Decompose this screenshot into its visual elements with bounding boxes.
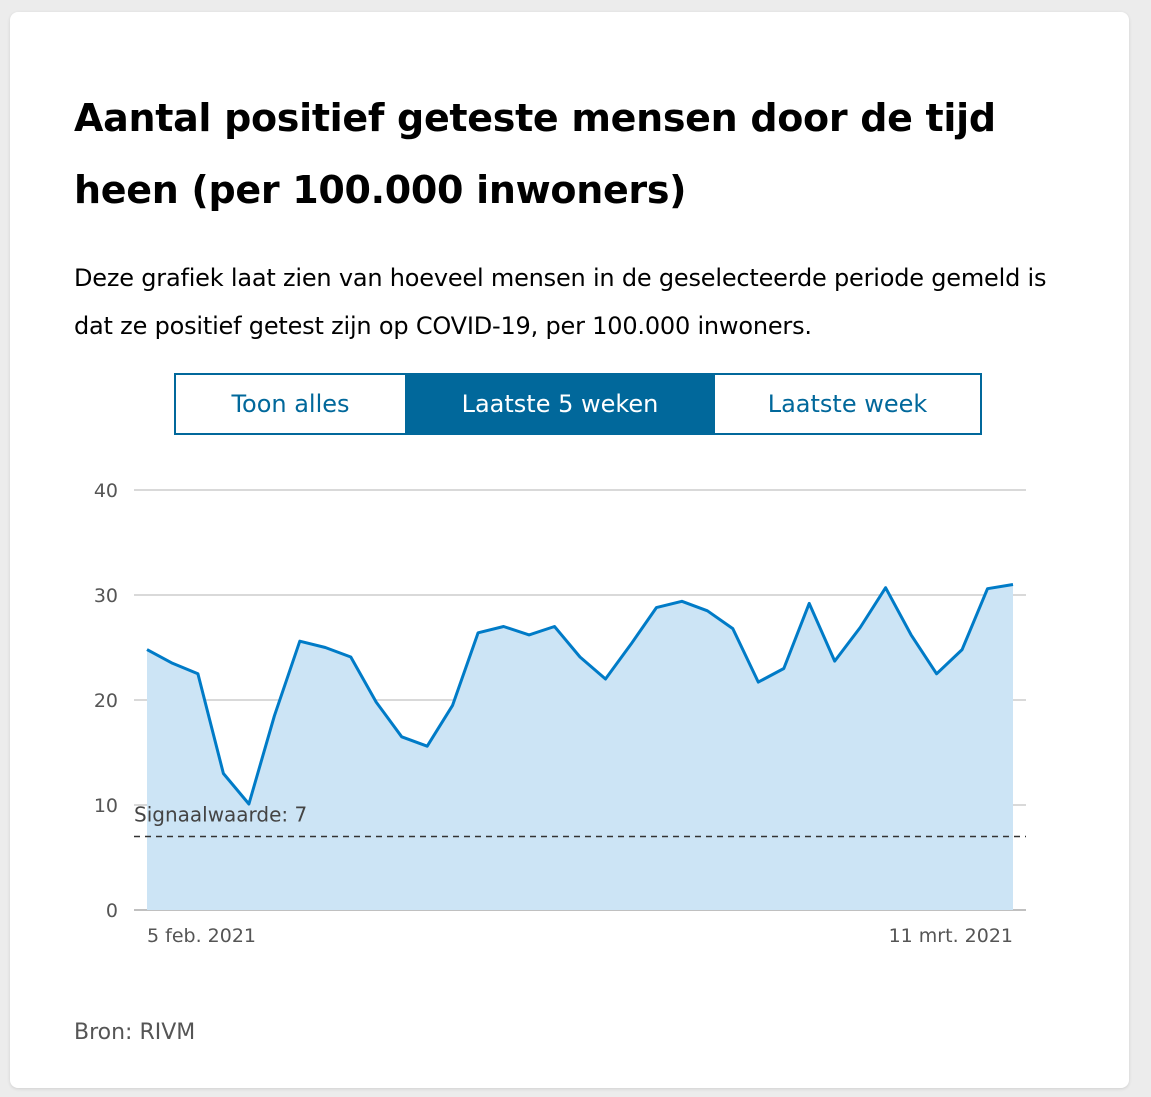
data-point[interactable] xyxy=(371,697,381,707)
data-point[interactable] xyxy=(626,639,636,649)
source-note: Bron: RIVM xyxy=(74,1020,196,1045)
data-point[interactable] xyxy=(550,622,560,632)
period-tabs: Toon alles Laatste 5 weken Laatste week xyxy=(174,373,982,435)
data-point[interactable] xyxy=(855,623,865,633)
data-point[interactable] xyxy=(932,669,942,679)
data-point[interactable] xyxy=(524,630,534,640)
tab-laatste-5-weken[interactable]: Laatste 5 weken xyxy=(405,375,715,433)
data-point[interactable] xyxy=(600,674,610,684)
y-tick-label: 0 xyxy=(106,900,118,922)
data-point[interactable] xyxy=(142,645,152,655)
y-tick-label: 40 xyxy=(94,480,118,502)
data-point[interactable] xyxy=(779,664,789,674)
y-tick-label: 10 xyxy=(94,795,118,817)
data-point[interactable] xyxy=(269,711,279,721)
chart-description: Deze grafiek laat zien van hoeveel mense… xyxy=(74,264,1047,340)
y-tick-label: 20 xyxy=(94,690,118,712)
x-tick-label-start: 5 feb. 2021 xyxy=(147,925,256,947)
data-point[interactable] xyxy=(957,645,967,655)
data-point[interactable] xyxy=(320,643,330,653)
data-point[interactable] xyxy=(804,598,814,608)
tab-toon-alles[interactable]: Toon alles xyxy=(176,375,405,433)
data-point[interactable] xyxy=(906,630,916,640)
data-point[interactable] xyxy=(193,669,203,679)
data-point[interactable] xyxy=(473,628,483,638)
chart-title: Aantal positief geteste mensen door de t… xyxy=(74,96,996,212)
data-point[interactable] xyxy=(830,656,840,666)
data-point[interactable] xyxy=(753,677,763,687)
threshold-label: Signaalwaarde: 7 xyxy=(134,803,307,827)
data-point[interactable] xyxy=(397,732,407,742)
data-point[interactable] xyxy=(1008,580,1018,590)
line-chart: 0 10 20 30 40 Signaalwaarde: 7 5 feb. 2021 1… xyxy=(94,480,1026,947)
data-point[interactable] xyxy=(346,652,356,662)
data-point[interactable] xyxy=(575,652,585,662)
chart-area-fill xyxy=(147,584,1013,910)
y-tick-label: 30 xyxy=(94,585,118,607)
data-point[interactable] xyxy=(422,741,432,751)
data-point[interactable] xyxy=(728,624,738,634)
data-point[interactable] xyxy=(677,596,687,606)
data-point[interactable] xyxy=(295,636,305,646)
data-point[interactable] xyxy=(499,622,509,632)
data-point[interactable] xyxy=(218,769,228,779)
data-point[interactable] xyxy=(983,584,993,594)
chart-card: Aantal positief geteste mensen door de t… xyxy=(10,12,1129,1088)
data-point[interactable] xyxy=(702,606,712,616)
x-tick-label-end: 11 mrt. 2021 xyxy=(889,925,1013,947)
data-point[interactable] xyxy=(651,603,661,613)
tab-laatste-week[interactable]: Laatste week xyxy=(715,375,980,433)
series-line xyxy=(146,583,1014,806)
data-point[interactable] xyxy=(244,799,254,809)
data-point[interactable] xyxy=(448,700,458,710)
data-point[interactable] xyxy=(167,658,177,668)
data-point[interactable] xyxy=(881,583,891,593)
